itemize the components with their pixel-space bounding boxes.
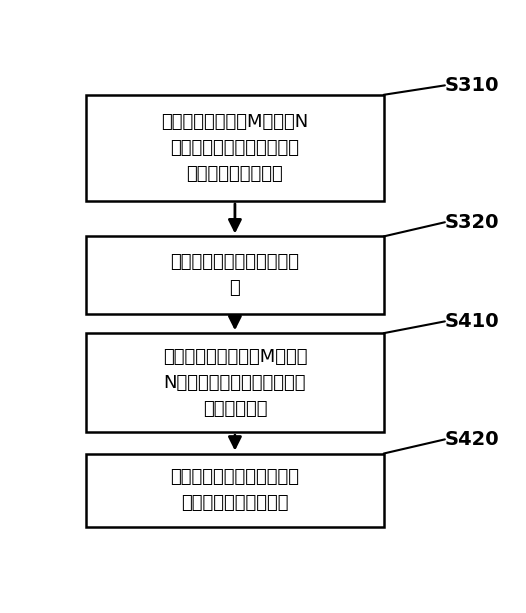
Text: 电平状态、电平宽度: 电平状态、电平宽度 — [187, 165, 284, 183]
Text: 用二进制数组中高M位、低N: 用二进制数组中高M位、低N — [161, 113, 309, 131]
Bar — [86, 95, 383, 201]
Text: 利用二进制数组形成压缩数: 利用二进制数组形成压缩数 — [170, 253, 299, 272]
Bar — [86, 237, 383, 314]
Text: S310: S310 — [445, 76, 499, 95]
Bar — [86, 333, 383, 432]
Text: 电平宽度形成解码数据: 电平宽度形成解码数据 — [181, 494, 289, 512]
Text: S410: S410 — [445, 312, 500, 331]
Text: S320: S320 — [445, 213, 499, 232]
Text: 位分别表示一组电平数据的: 位分别表示一组电平数据的 — [170, 139, 299, 157]
Bar — [86, 454, 383, 527]
Text: N位来确定压缩数据的电平状: N位来确定压缩数据的电平状 — [164, 374, 306, 392]
Text: 态、电平宽度: 态、电平宽度 — [203, 400, 267, 417]
Text: 据: 据 — [229, 280, 240, 297]
Text: 根据二进制数组中高M位和低: 根据二进制数组中高M位和低 — [163, 348, 307, 366]
Text: S420: S420 — [445, 430, 500, 449]
Text: 利用压缩数据的电平状态和: 利用压缩数据的电平状态和 — [170, 468, 299, 486]
